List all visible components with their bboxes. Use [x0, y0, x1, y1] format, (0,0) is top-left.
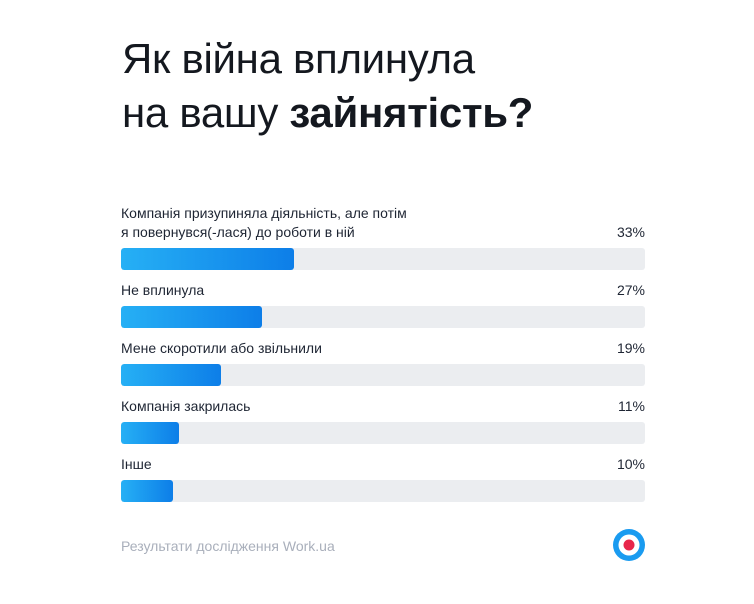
title-line-1: Як війна вплинула [122, 35, 475, 82]
bar-value-label: 11% [618, 398, 645, 414]
bar-value-label: 33% [616, 224, 645, 240]
bar-track [121, 422, 645, 444]
bar-track [121, 480, 645, 502]
page-title: Як війна вплинула на вашу зайнятість? [122, 32, 682, 140]
title-line-2: на вашу зайнятість? [122, 86, 682, 140]
source-caption: Результати дослідження Work.ua [121, 538, 335, 554]
bar-row: Інше 10% [121, 451, 645, 474]
bar-row: Мене скоротили або звільнили 19% [121, 335, 645, 358]
bar-value-label: 19% [616, 340, 645, 356]
bar-label: Компанія закрилась [121, 397, 561, 416]
bar [121, 364, 221, 386]
bar-label-line: я повернувся(-лася) до роботи в ній [121, 224, 355, 240]
bar [121, 248, 294, 270]
work-ua-target-logo-icon [613, 529, 645, 561]
bar-row: Компанія закрилась 11% [121, 393, 645, 416]
logo-red-center [623, 539, 635, 551]
bar-row: Не вплинула 27% [121, 277, 645, 300]
bar-track [121, 364, 645, 386]
bar-label-line: Компанія закрилась [121, 398, 251, 414]
bar-label: Інше [121, 455, 561, 474]
bar-label-line: Мене скоротили або звільнили [121, 340, 322, 356]
title-line-2-bold: зайнятість? [289, 89, 534, 136]
bar-label: Компанія призупиняла діяльність, але пот… [121, 204, 561, 242]
bar-label-line: Компанія призупиняла діяльність, але пот… [121, 205, 407, 221]
bar-row: Компанія призупиняла діяльність, але пот… [121, 200, 645, 242]
bar [121, 306, 263, 328]
bar [121, 422, 179, 444]
bar [121, 480, 174, 502]
title-line-2-regular: на вашу [122, 89, 290, 136]
bar-value-label: 10% [616, 456, 645, 472]
bar-label-line: Інше [121, 456, 152, 472]
bar-track [121, 248, 645, 270]
bar-track [121, 306, 645, 328]
bar-label: Не вплинула [121, 281, 561, 300]
bar-label-line: Не вплинула [121, 282, 205, 298]
bar-label: Мене скоротили або звільнили [121, 339, 561, 358]
bar-value-label: 27% [616, 282, 645, 298]
